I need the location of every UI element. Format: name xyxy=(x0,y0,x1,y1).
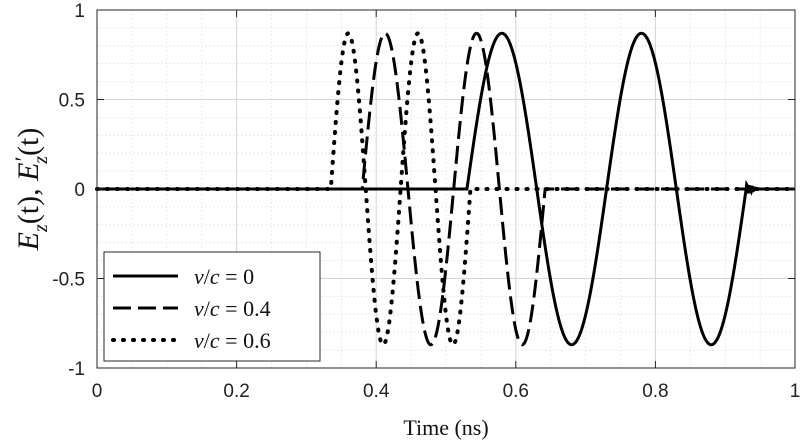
legend-label: v/c = 0.4 xyxy=(194,296,271,321)
x-tick-label: 1 xyxy=(790,381,800,402)
y-tick-label: 1 xyxy=(74,1,85,22)
x-tick-label: 0.2 xyxy=(223,381,249,402)
ticks xyxy=(96,9,796,369)
y-tick-label: 0 xyxy=(74,180,85,201)
legend-label: v/c = 0.6 xyxy=(194,328,271,353)
y-tick-label: -1 xyxy=(68,359,85,380)
x-tick-label: 0 xyxy=(92,381,103,402)
y-axis-label: Ez(t), E′z(t) xyxy=(10,128,52,252)
x-tick-label: 0.4 xyxy=(363,381,390,402)
legend-label: v/c = 0 xyxy=(194,264,254,289)
legend: v/c = 0 v/c = 0.4 v/c = 0.6 xyxy=(103,251,321,362)
series-line-solid xyxy=(97,31,795,347)
x-tick-label: 0.8 xyxy=(642,381,668,402)
series-group xyxy=(95,31,797,347)
tick-labels: 0 0.2 0.4 0.6 0.8 1 -1 -0.5 0 0.5 1 xyxy=(52,1,800,402)
x-axis-label: Time (ns) xyxy=(403,415,488,440)
x-tick-label: 0.6 xyxy=(503,381,529,402)
y-tick-label: 0.5 xyxy=(59,91,85,112)
y-tick-label: -0.5 xyxy=(52,270,85,291)
